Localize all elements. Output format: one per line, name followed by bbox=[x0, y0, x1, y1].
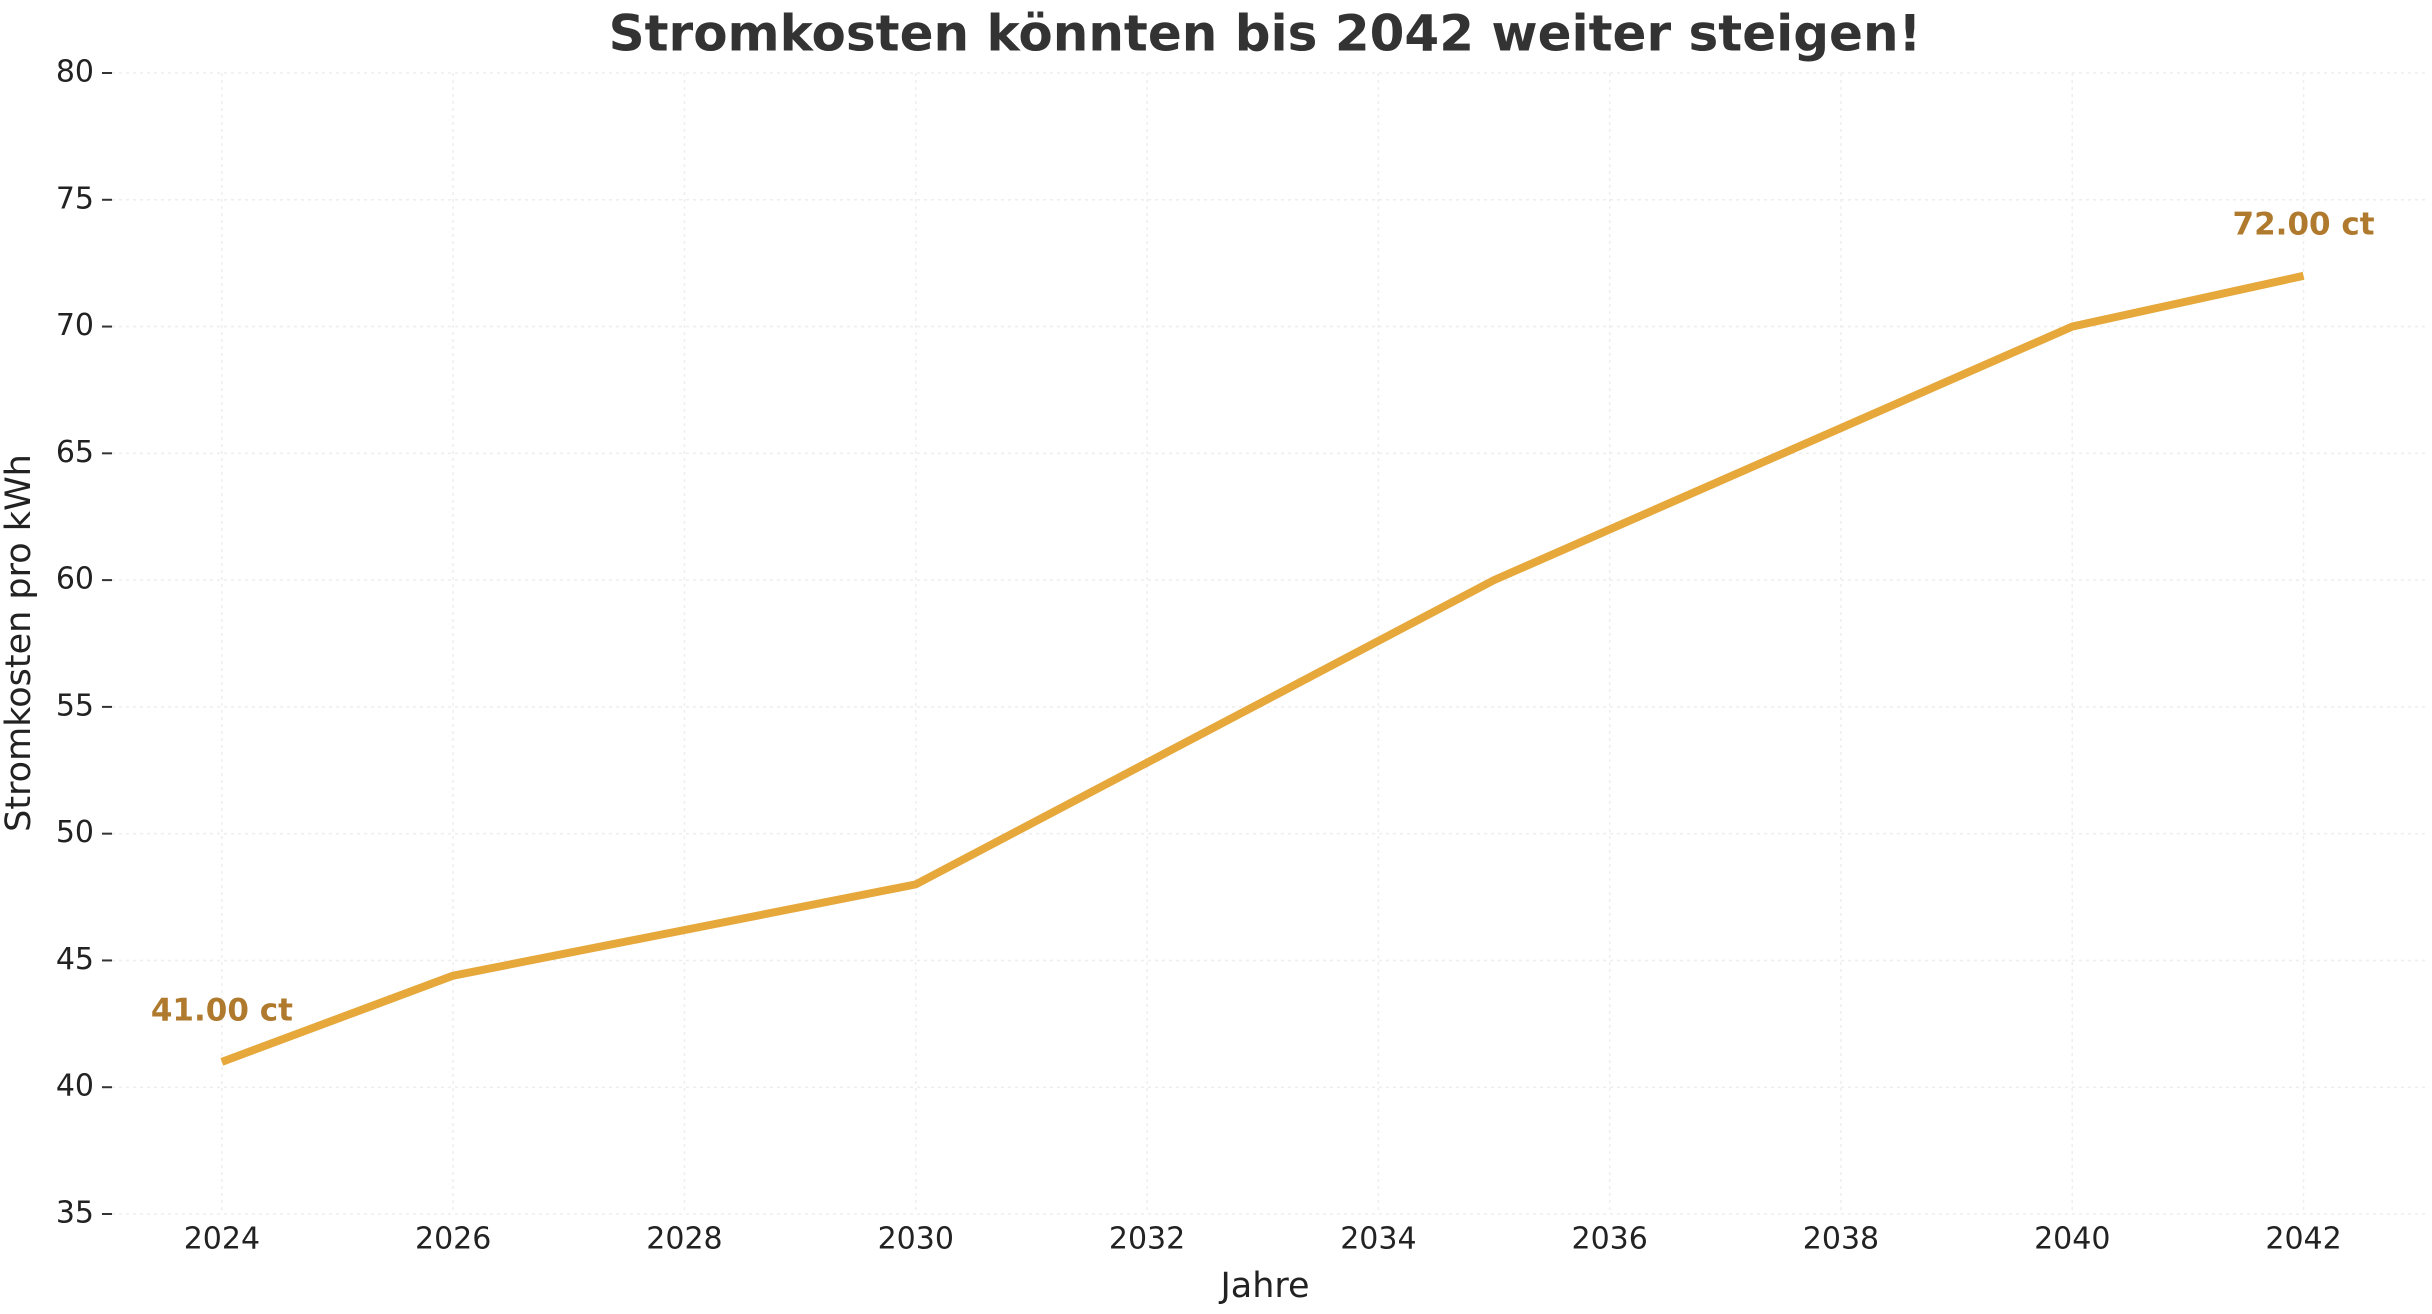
line bbox=[220, 271, 2305, 1066]
y-tick-label: 50 bbox=[56, 815, 94, 850]
y-tick-label: 75 bbox=[56, 181, 94, 216]
y-tick-label: 35 bbox=[56, 1196, 94, 1231]
x-tick-label: 2040 bbox=[2034, 1222, 2110, 1257]
value-label: 41.00 ct bbox=[151, 992, 293, 1028]
y-tick-label: 40 bbox=[56, 1069, 94, 1104]
x-tick-label: 2032 bbox=[1109, 1222, 1185, 1257]
x-tick-label: 2026 bbox=[415, 1222, 491, 1257]
y-tick-label: 45 bbox=[56, 942, 94, 977]
x-tick-label: 2028 bbox=[646, 1222, 722, 1257]
x-tick-label: 2042 bbox=[2265, 1222, 2341, 1257]
value-label: 72.00 ct bbox=[2233, 206, 2375, 242]
x-tick-label: 2036 bbox=[1571, 1222, 1647, 1257]
y-tick-label: 70 bbox=[56, 308, 94, 343]
y-tick-label: 60 bbox=[56, 562, 94, 597]
x-tick-label: 2034 bbox=[1340, 1222, 1416, 1257]
x-tick-label: 2024 bbox=[184, 1222, 260, 1257]
x-tick-label: 2038 bbox=[1803, 1222, 1879, 1257]
y-tick-label: 65 bbox=[56, 435, 94, 470]
chart-title: Stromkosten könnten bis 2042 weiter stei… bbox=[609, 5, 1922, 63]
x-tick-label: 2030 bbox=[878, 1222, 954, 1257]
y-axis-label: Stromkosten pro kWh bbox=[0, 454, 39, 832]
y-tick-label: 80 bbox=[56, 55, 94, 90]
x-axis-label: Jahre bbox=[1218, 1266, 1309, 1306]
y-tick-label: 55 bbox=[56, 688, 94, 723]
